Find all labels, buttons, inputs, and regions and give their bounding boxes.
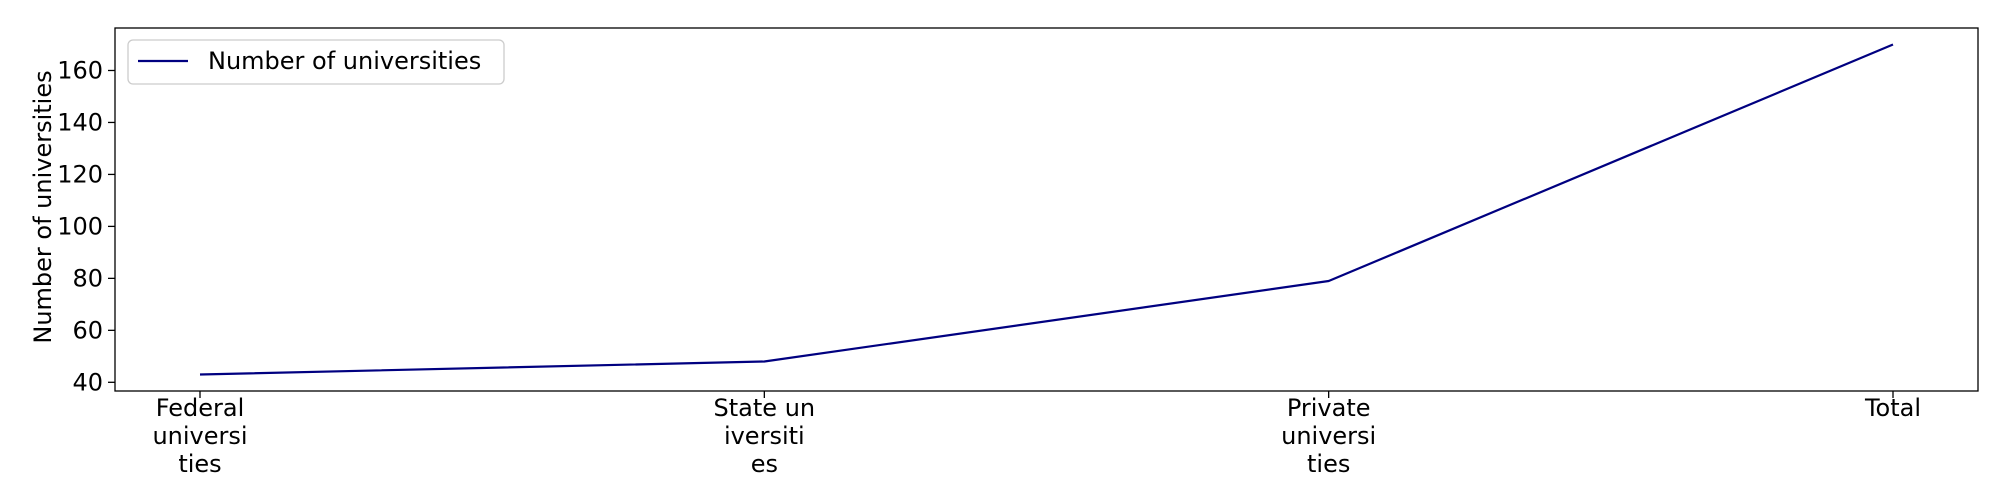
y-axis-label: Number of universities — [29, 70, 57, 343]
y-tick-label: 160 — [57, 56, 103, 84]
y-axis-ticks: 40 60 80 100 120 140 160 — [57, 56, 115, 396]
x-tick-label: Federal universi ties — [152, 394, 247, 478]
legend-label: Number of universities — [208, 47, 481, 75]
legend: Number of universities — [127, 39, 505, 85]
x-axis-ticks: Federal universi ties State un iversiti es Pri… — [152, 391, 1921, 478]
y-tick-label: 60 — [72, 316, 103, 344]
legend-box — [127, 39, 505, 85]
y-tick-label: 80 — [72, 264, 103, 292]
series-lines — [199, 43, 1894, 376]
y-tick-label: 140 — [57, 108, 103, 136]
series-line — [199, 43, 1894, 376]
x-tick-label: State un iversiti es — [714, 394, 816, 478]
x-tick-label: Private universi ties — [1281, 394, 1376, 478]
y-tick-label: 40 — [72, 368, 103, 396]
x-tick-label: Total — [1864, 394, 1921, 422]
y-tick-label: 100 — [57, 212, 103, 240]
plot-area-frame — [114, 27, 1979, 392]
y-tick-label: 120 — [57, 160, 103, 188]
